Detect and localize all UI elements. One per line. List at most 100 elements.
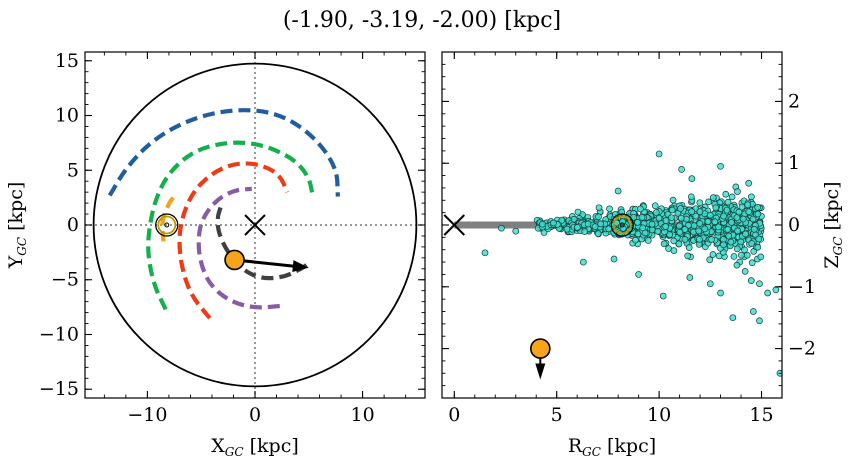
star-point (652, 209, 660, 216)
star-point (728, 193, 736, 201)
star-point (704, 218, 712, 225)
left-y-axis-label: YGC [kpc] (5, 182, 29, 270)
star-point (733, 245, 741, 253)
star-point (635, 271, 642, 278)
star-point (772, 286, 780, 294)
y-tick-label: 1 (788, 152, 800, 174)
galactic-disk-boundary (92, 62, 418, 388)
star-point (512, 227, 520, 235)
star-point (684, 252, 692, 260)
star-point (748, 240, 756, 247)
galactic-center-marker (443, 214, 465, 236)
sun-marker-inner-ring (612, 215, 632, 235)
right-axis-ticks: 0 5 10 15 −2 −1 0 1 2 (442, 51, 816, 426)
star-point (733, 261, 741, 269)
star-point (686, 274, 694, 281)
left-plot-area (85, 52, 425, 398)
star-point (738, 203, 746, 211)
star-point (756, 317, 763, 325)
star-point (688, 175, 696, 183)
y-tick-label: 0 (788, 214, 800, 236)
x-tick-label: −10 (127, 404, 167, 426)
star-point (748, 259, 756, 267)
x-tick-label: 10 (647, 404, 671, 426)
star-point (764, 289, 772, 297)
y-tick-label: 5 (67, 159, 79, 181)
star-point (734, 227, 741, 235)
x-tick-label: 5 (551, 404, 563, 426)
star-point (676, 222, 683, 230)
star-point (754, 210, 762, 218)
star-point (481, 249, 489, 257)
star-point (668, 206, 676, 214)
star-point (692, 212, 700, 220)
star-point (581, 228, 589, 235)
star-point (660, 240, 668, 248)
y-tick-label: −2 (788, 338, 816, 360)
star-point (709, 251, 717, 258)
star-point (670, 247, 678, 254)
star-point (595, 213, 602, 221)
galactic-center-marker (244, 214, 266, 236)
star-point (720, 241, 727, 249)
star-point (749, 308, 757, 315)
star-point (754, 203, 762, 211)
star-point (595, 204, 603, 212)
y-tick-label: 10 (55, 105, 79, 127)
star-point (614, 187, 622, 195)
spiral-arm-blue (107, 108, 340, 197)
star-point (724, 198, 732, 206)
star-point (655, 150, 663, 158)
star-point (591, 223, 599, 230)
star-point (610, 255, 618, 263)
star-point (706, 256, 714, 264)
star-point (737, 238, 745, 246)
star-point (584, 220, 592, 228)
spiral-arm-red (177, 161, 290, 320)
star-point (574, 224, 581, 231)
star-point (720, 212, 727, 220)
star-point (594, 230, 602, 237)
velocity-arrow-head (535, 363, 546, 380)
left-panel: −10 0 10 −15 −10 −5 0 5 10 15 XGC [kpc] YGC [kpc] (5, 50, 426, 459)
star-point (735, 208, 743, 216)
star-point (662, 223, 670, 230)
star-point (747, 277, 755, 284)
star-point (711, 218, 719, 226)
star-point (644, 237, 652, 244)
star-point (634, 219, 641, 226)
spiral-arm-green (146, 140, 316, 311)
star-point (498, 224, 505, 232)
x-tick-label: 0 (448, 404, 460, 426)
sun-marker-outer-ring (155, 213, 179, 237)
star-point (668, 214, 675, 222)
star-point (734, 188, 741, 196)
star-point (706, 280, 714, 288)
star-point (757, 253, 765, 261)
star-point (745, 208, 753, 215)
x-tick-label: 0 (249, 404, 261, 426)
star-point (687, 193, 695, 201)
star-point (539, 220, 546, 228)
star-point (675, 240, 683, 248)
star-point (558, 216, 566, 224)
star-point (717, 162, 724, 170)
right-x-axis-label: RGC [kpc] (568, 435, 656, 459)
spiral-arm-purple (196, 186, 280, 310)
sun-marker-dot (164, 222, 170, 228)
star-point (681, 226, 689, 233)
y-tick-label: 0 (67, 214, 79, 236)
sun-marker-outer-ring (610, 213, 634, 237)
y-tick-label: −15 (39, 378, 79, 400)
star-point (681, 236, 689, 243)
star-point (724, 226, 732, 233)
star-point (597, 220, 605, 228)
star-point (730, 253, 738, 260)
star-point (696, 208, 704, 216)
velocity-arrow-shaft (234, 258, 298, 268)
object-marker (530, 338, 551, 359)
x-tick-label: 10 (351, 404, 375, 426)
star-point (742, 230, 749, 238)
star-point (701, 225, 708, 233)
star-point (756, 280, 763, 288)
